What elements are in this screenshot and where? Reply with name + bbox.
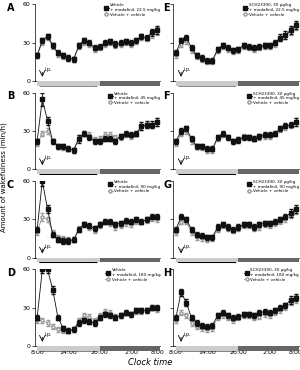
Legend: SCH23390, 30 μg/kg
+ modafinil, 180 mg/kg, Vehicle + vehicle: SCH23390, 30 μg/kg + modafinil, 180 mg/k…: [244, 269, 299, 282]
Text: i.p.: i.p.: [183, 155, 191, 160]
Text: C: C: [7, 179, 14, 189]
FancyArrowPatch shape: [178, 262, 236, 263]
Text: F: F: [163, 91, 170, 101]
Bar: [100, 169, 160, 174]
Bar: [238, 169, 298, 174]
FancyArrowPatch shape: [178, 350, 236, 351]
Legend: Vehicle
+ modafinil, 45 mg/kg, Vehicle + vehicle: Vehicle + modafinil, 45 mg/kg, Vehicle +…: [108, 92, 160, 105]
Text: B: B: [7, 91, 14, 101]
FancyArrowPatch shape: [178, 85, 236, 86]
Bar: [37, 81, 100, 85]
Legend: SCH23390, 30 μg/kg
+ modafinil, 90 mg/kg, Vehicle + vehicle: SCH23390, 30 μg/kg + modafinil, 90 mg/kg…: [247, 180, 299, 193]
Legend: Vehicle
+ modafinil, 22.5 mg/kg, Vehicle + vehicle: Vehicle + modafinil, 22.5 mg/kg, Vehicle…: [104, 3, 160, 17]
Legend: SCH23390, 30 μg/kg
+ modafinil, 45 mg/kg, Vehicle + vehicle: SCH23390, 30 μg/kg + modafinil, 45 mg/kg…: [247, 92, 299, 105]
Text: H: H: [163, 268, 171, 278]
FancyArrowPatch shape: [40, 85, 97, 86]
Bar: [37, 346, 100, 350]
Text: i.p.: i.p.: [44, 332, 52, 337]
Text: Clock time: Clock time: [128, 358, 172, 367]
Text: i.p.: i.p.: [183, 243, 191, 249]
Bar: [238, 258, 298, 262]
Text: Amount of wakefulness (min/h): Amount of wakefulness (min/h): [0, 123, 7, 232]
Bar: [100, 81, 160, 85]
Legend: SCH23390, 30 μg/kg
+ modafinil, 22.5 mg/kg, Vehicle + vehicle: SCH23390, 30 μg/kg + modafinil, 22.5 mg/…: [243, 3, 299, 17]
Bar: [37, 169, 100, 174]
Bar: [238, 346, 298, 350]
Text: i.p.: i.p.: [44, 155, 52, 160]
Text: A: A: [7, 3, 14, 13]
Text: D: D: [7, 268, 15, 278]
Text: i.p.: i.p.: [44, 243, 52, 249]
Text: G: G: [163, 179, 171, 189]
Bar: [37, 258, 100, 262]
Bar: [238, 81, 298, 85]
FancyArrowPatch shape: [40, 262, 97, 263]
Bar: [176, 258, 238, 262]
Bar: [100, 346, 160, 350]
FancyArrowPatch shape: [40, 350, 97, 351]
Bar: [176, 81, 238, 85]
Bar: [100, 258, 160, 262]
Text: i.p.: i.p.: [183, 332, 191, 337]
Text: i.p.: i.p.: [183, 67, 191, 72]
Bar: [176, 346, 238, 350]
Text: E: E: [163, 3, 170, 13]
Text: i.p.: i.p.: [44, 67, 52, 72]
Legend: Vehicle
+ modafinil, 180 mg/kg, Vehicle + vehicle: Vehicle + modafinil, 180 mg/kg, Vehicle …: [105, 269, 160, 282]
Legend: Vehicle
+ modafinil, 90 mg/kg, Vehicle + vehicle: Vehicle + modafinil, 90 mg/kg, Vehicle +…: [108, 180, 160, 193]
Bar: [176, 169, 238, 174]
